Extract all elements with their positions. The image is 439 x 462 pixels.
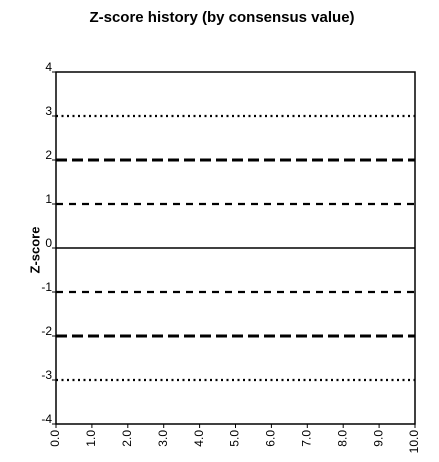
x-tick-label: 5.0 [228, 430, 242, 447]
y-tick-label: 0 [45, 236, 52, 250]
x-tick-label: 6.0 [264, 430, 278, 447]
x-tick-label: 3.0 [156, 430, 170, 447]
x-tick-label: 10.0 [407, 430, 421, 454]
y-tick-label: 3 [45, 104, 52, 118]
y-tick-label: -4 [41, 412, 52, 426]
y-tick-label: -3 [41, 368, 52, 382]
y-tick-label: -2 [41, 324, 52, 338]
x-tick-label: 9.0 [371, 430, 385, 447]
y-tick-label: 4 [45, 60, 52, 74]
y-tick-label: -1 [41, 280, 52, 294]
x-tick-label: 2.0 [120, 430, 134, 447]
y-axis-label: Z-score [27, 227, 42, 274]
chart-title: Z-score history (by consensus value) [89, 9, 354, 26]
x-tick-label: 4.0 [192, 430, 206, 447]
y-tick-label: 2 [45, 148, 52, 162]
y-tick-label: 1 [45, 192, 52, 206]
x-tick-label: 7.0 [299, 430, 313, 447]
x-tick-label: 0.0 [48, 430, 62, 447]
x-tick-label: 8.0 [335, 430, 349, 447]
x-tick-label: 1.0 [84, 430, 98, 447]
